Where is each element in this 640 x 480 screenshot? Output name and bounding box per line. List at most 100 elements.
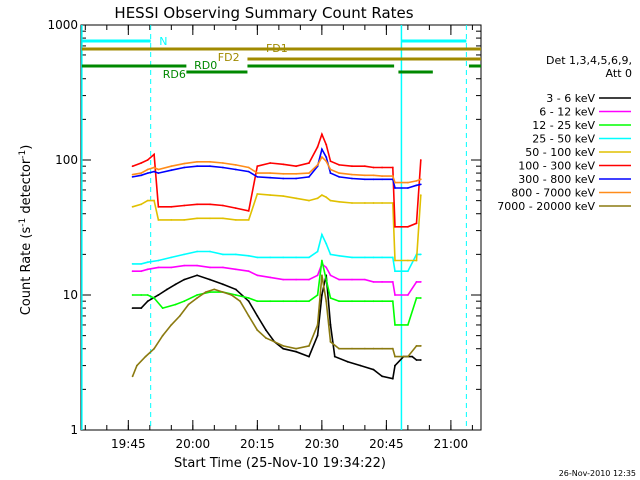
data-point	[325, 300, 328, 303]
data-point	[140, 294, 143, 296]
data-point	[407, 355, 409, 358]
data-point	[146, 300, 149, 303]
data-point	[308, 199, 310, 202]
data-point	[131, 205, 134, 208]
data-point	[222, 253, 224, 256]
series-group	[131, 132, 422, 380]
data-point	[364, 202, 366, 204]
data-point	[153, 166, 156, 169]
data-point	[316, 294, 319, 296]
data-point	[338, 172, 340, 175]
data-point	[329, 324, 332, 326]
data-point	[394, 364, 396, 367]
data-point	[407, 270, 409, 273]
data-point	[157, 168, 160, 171]
data-point	[321, 233, 323, 236]
series-line-1	[132, 274, 421, 380]
data-point	[419, 253, 422, 256]
data-point	[295, 165, 297, 168]
data-point	[394, 324, 396, 326]
data-point	[415, 259, 418, 262]
chart-title: HESSI Observing Summary Count Rates	[114, 4, 413, 22]
data-point	[256, 176, 259, 178]
y-tick-label: 10	[63, 288, 78, 302]
fd1-label: FD1	[266, 42, 288, 55]
data-point	[282, 347, 285, 350]
data-point	[308, 300, 310, 303]
series-line-6	[132, 132, 422, 228]
data-point	[146, 268, 149, 271]
data-point	[381, 256, 383, 259]
data-point	[234, 219, 237, 221]
data-point	[196, 165, 199, 168]
data-point	[183, 166, 186, 169]
data-point	[247, 270, 250, 273]
legend-label-2: 6 - 12 keV	[539, 106, 595, 119]
data-point	[269, 276, 272, 279]
data-point	[391, 347, 394, 350]
fd2-label: FD2	[218, 51, 240, 64]
series-line-3	[132, 260, 421, 326]
data-point	[222, 217, 224, 220]
data-point	[131, 270, 134, 273]
data-point	[381, 281, 383, 283]
data-point	[372, 256, 375, 259]
data-point	[131, 173, 134, 176]
data-point	[364, 347, 366, 350]
y-tick-label: 1000	[47, 18, 78, 32]
data-point	[321, 194, 323, 197]
data-point	[295, 172, 297, 175]
data-point	[265, 329, 267, 331]
data-point	[419, 359, 422, 361]
data-point	[351, 202, 353, 204]
data-point	[351, 177, 353, 180]
data-point	[196, 294, 199, 296]
data-point	[269, 194, 272, 197]
data-point	[269, 176, 272, 179]
data-point	[338, 347, 340, 350]
data-point	[161, 307, 164, 309]
data-point	[234, 164, 237, 166]
data-point	[146, 199, 149, 202]
data-point	[196, 274, 199, 277]
data-point	[140, 174, 143, 177]
data-point	[222, 283, 224, 286]
data-point	[157, 172, 160, 175]
data-point	[321, 274, 323, 277]
data-point	[222, 166, 224, 169]
data-point	[338, 200, 340, 203]
y-axis-label-sup-2: -1	[18, 150, 28, 159]
y-axis-label: Count Rate (s-1 detector-1)	[18, 145, 34, 316]
data-point	[372, 281, 375, 283]
axes	[80, 24, 482, 431]
data-point	[316, 274, 319, 277]
legend-label-5: 50 - 100 keV	[525, 146, 595, 159]
y-tick-label: 1	[70, 423, 78, 437]
data-point	[196, 160, 199, 163]
data-point	[351, 173, 353, 176]
legend-header-2: Att 0	[606, 67, 632, 80]
data-point	[183, 264, 186, 267]
data-point	[183, 219, 186, 221]
data-point	[325, 266, 328, 269]
legend-header-1: Det 1,3,4,5,6,9,	[546, 54, 632, 67]
data-point	[157, 219, 160, 221]
data-point	[161, 334, 164, 337]
data-point	[391, 377, 394, 380]
data-point	[394, 270, 396, 273]
data-point	[209, 203, 211, 206]
data-point	[329, 168, 332, 171]
data-point	[196, 297, 199, 299]
data-point	[391, 175, 394, 178]
data-point	[256, 172, 259, 175]
data-point	[351, 300, 353, 303]
data-point	[295, 347, 297, 350]
data-point	[372, 347, 375, 350]
data-point	[153, 347, 156, 350]
y-axis-label-main: Count Rate (s	[19, 227, 34, 316]
data-point	[391, 300, 394, 303]
data-point	[136, 364, 138, 367]
data-point	[146, 159, 149, 161]
data-point	[329, 274, 332, 277]
x-tick-label: 21:00	[434, 437, 469, 451]
